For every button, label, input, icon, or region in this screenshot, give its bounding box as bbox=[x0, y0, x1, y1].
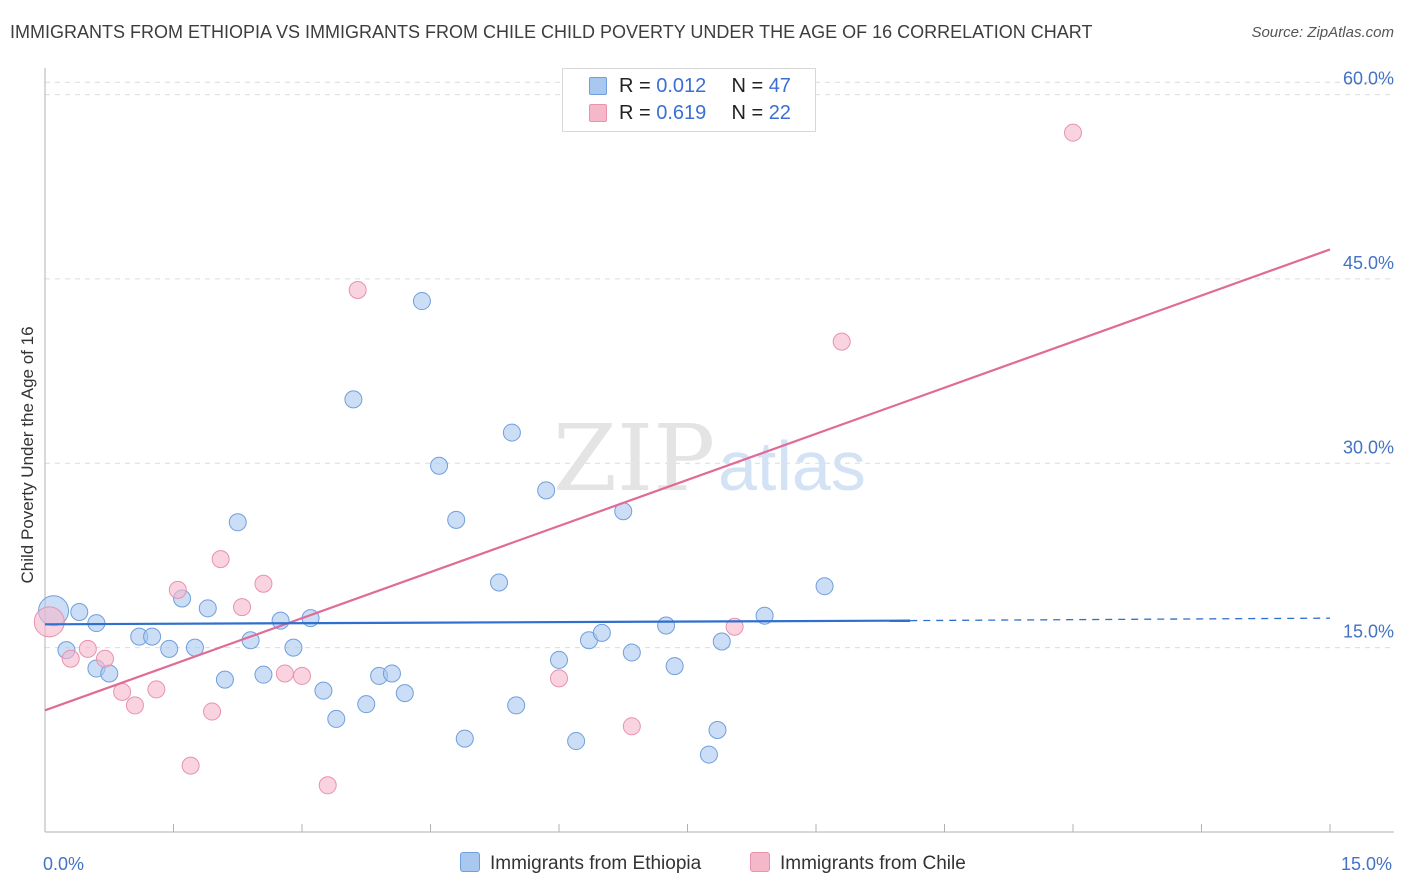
n-value-chile: 22 bbox=[768, 102, 791, 124]
ethiopia-trend-line bbox=[44, 619, 911, 626]
ethiopia-point bbox=[507, 696, 526, 715]
ethiopia-point bbox=[382, 664, 401, 683]
ethiopia-point bbox=[395, 684, 414, 703]
chile-point bbox=[125, 696, 144, 715]
chile-point bbox=[275, 664, 294, 683]
tick-label-layer: 15.0% 30.0% 45.0% 60.0% 0.0% 15.0% bbox=[43, 69, 1394, 874]
ethiopia-swatch bbox=[589, 77, 607, 95]
r-value-ethiopia: 0.012 bbox=[656, 75, 707, 97]
y-tick-label: 15.0% bbox=[1343, 622, 1394, 642]
ethiopia-point bbox=[708, 720, 727, 739]
y-tick-label: 30.0% bbox=[1343, 437, 1394, 457]
chile-point bbox=[832, 332, 851, 351]
ethiopia-point bbox=[284, 638, 303, 657]
ethiopia-legend-swatch bbox=[460, 852, 480, 872]
ethiopia-point bbox=[70, 603, 89, 622]
ethiopia-trend-extension bbox=[910, 617, 1331, 622]
chile-point bbox=[78, 639, 97, 658]
chile-swatch bbox=[589, 104, 607, 122]
r-label: R = bbox=[619, 75, 657, 97]
stats-legend: R = 0.012 N = 47 R = 0.619 N = 22 bbox=[562, 68, 816, 132]
ethiopia-point bbox=[490, 573, 509, 592]
chile-point bbox=[550, 669, 568, 688]
chile-point bbox=[254, 574, 273, 593]
ethiopia-point bbox=[447, 510, 466, 529]
ethiopia-point bbox=[314, 681, 333, 700]
chile-point bbox=[1064, 123, 1082, 142]
ethiopia-point bbox=[665, 657, 684, 676]
ethiopia-point bbox=[592, 623, 611, 642]
chile-point bbox=[147, 680, 166, 699]
chart-title: IMMIGRANTS FROM ETHIOPIA VS IMMIGRANTS F… bbox=[10, 22, 1093, 42]
chile-point bbox=[318, 776, 337, 795]
ethiopia-point bbox=[228, 513, 247, 532]
grid-layer bbox=[45, 81, 1394, 649]
chile-point bbox=[203, 702, 222, 721]
chile-point bbox=[293, 666, 311, 685]
chile-point bbox=[233, 598, 252, 617]
ethiopia-point bbox=[537, 481, 556, 500]
chile-legend-swatch bbox=[750, 852, 770, 872]
legend-item-ethiopia: Immigrants from Ethiopia bbox=[460, 852, 701, 875]
ethiopia-point bbox=[567, 732, 586, 751]
ethiopia-point bbox=[657, 616, 676, 635]
legend-label-chile: Immigrants from Chile bbox=[780, 853, 966, 874]
ethiopia-point bbox=[254, 665, 273, 684]
ethiopia-point bbox=[327, 709, 346, 728]
chile-point bbox=[622, 717, 641, 736]
ethiopia-point bbox=[712, 632, 731, 651]
ethiopia-point bbox=[160, 639, 179, 658]
source-label: Source: ZipAtlas.com bbox=[1251, 24, 1394, 41]
chile-point bbox=[33, 606, 65, 638]
points-layer bbox=[33, 123, 1082, 795]
chile-point bbox=[168, 580, 187, 599]
ethiopia-point bbox=[344, 390, 363, 409]
y-tick-label: 45.0% bbox=[1343, 253, 1394, 273]
legend-label-ethiopia: Immigrants from Ethiopia bbox=[490, 853, 702, 874]
ethiopia-point bbox=[622, 643, 641, 662]
y-tick-label: 60.0% bbox=[1343, 69, 1394, 89]
ethiopia-point bbox=[215, 670, 234, 689]
ethiopia-point bbox=[198, 599, 217, 618]
n-label: N = bbox=[731, 102, 769, 124]
legend-item-chile: Immigrants from Chile bbox=[750, 852, 966, 875]
chile-point bbox=[95, 649, 114, 668]
ethiopia-point bbox=[699, 745, 718, 764]
chile-point bbox=[725, 617, 744, 636]
chile-point bbox=[211, 550, 230, 569]
x-tick-label: 15.0% bbox=[1341, 854, 1392, 874]
n-value-ethiopia: 47 bbox=[768, 75, 791, 97]
n-label: N = bbox=[731, 75, 769, 97]
chile-point bbox=[348, 280, 367, 299]
axis-layer bbox=[44, 68, 1394, 833]
ethiopia-point bbox=[412, 292, 431, 311]
chile-point bbox=[61, 649, 80, 668]
trend-layer bbox=[44, 248, 1331, 712]
r-value-chile: 0.619 bbox=[656, 102, 707, 124]
ethiopia-point bbox=[502, 423, 521, 442]
ethiopia-point bbox=[550, 650, 568, 669]
ethiopia-point bbox=[815, 577, 834, 596]
ethiopia-point bbox=[357, 695, 376, 714]
x-tick-label: 0.0% bbox=[43, 854, 84, 874]
watermark-atlas: atlas bbox=[718, 427, 866, 505]
r-label: R = bbox=[619, 102, 657, 124]
ethiopia-point bbox=[455, 729, 474, 748]
watermark-zip: ZIP bbox=[553, 405, 715, 512]
ethiopia-point bbox=[755, 606, 774, 625]
watermark: ZIP atlas bbox=[553, 405, 866, 512]
chile-point bbox=[181, 756, 200, 775]
ethiopia-point bbox=[430, 456, 449, 475]
ethiopia-point bbox=[143, 627, 162, 646]
chile-trend-line bbox=[44, 248, 1331, 712]
